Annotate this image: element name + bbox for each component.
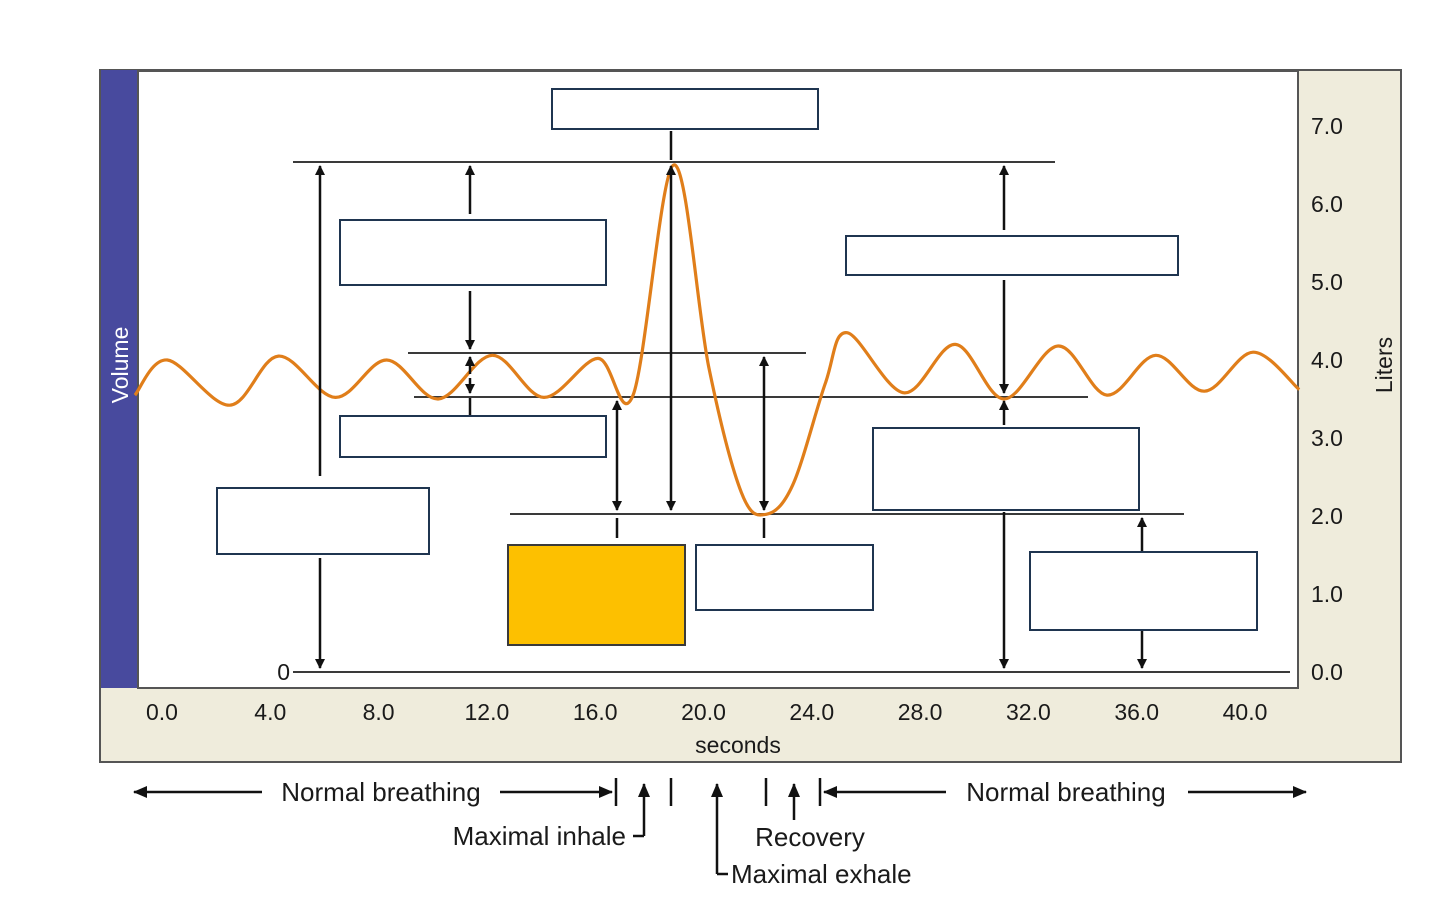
answer-box-upper-left[interactable] xyxy=(339,219,607,286)
y-tick-7.0: 7.0 xyxy=(1311,113,1343,139)
x-tick-0.0: 0.0 xyxy=(146,699,178,725)
x-tick-labels: 0.0 4.0 8.0 12.0 16.0 20.0 24.0 28.0 32.0 36.0 40.… xyxy=(146,699,1267,725)
x-tick-16.0: 16.0 xyxy=(573,699,618,725)
y-tick-4.0: 4.0 xyxy=(1311,347,1343,373)
zero-label: 0 xyxy=(277,659,290,685)
x-tick-40.0: 40.0 xyxy=(1223,699,1268,725)
answer-box-top[interactable] xyxy=(551,88,819,130)
volume-bar xyxy=(101,70,138,688)
y-tick-labels: 0.0 1.0 2.0 3.0 4.0 5.0 6.0 7.0 xyxy=(1311,113,1343,685)
y-axis-left-title: Volume xyxy=(107,327,133,404)
x-tick-20.0: 20.0 xyxy=(681,699,726,725)
x-tick-24.0: 24.0 xyxy=(789,699,834,725)
breathing-curve xyxy=(133,163,1301,517)
answer-box-lower-left[interactable] xyxy=(216,487,430,555)
phase-label-recovery: Recovery xyxy=(755,822,865,852)
answer-box-center-highlighted[interactable] xyxy=(507,544,686,646)
answer-box-upper-right[interactable] xyxy=(845,235,1179,276)
x-tick-36.0: 36.0 xyxy=(1114,699,1159,725)
y-tick-6.0: 6.0 xyxy=(1311,191,1343,217)
y-axis-right-title: Liters xyxy=(1371,337,1397,393)
phase-label-maximal-exhale: Maximal exhale xyxy=(731,859,912,889)
phase-label-maximal-inhale: Maximal inhale xyxy=(453,821,626,851)
x-tick-8.0: 8.0 xyxy=(363,699,395,725)
y-tick-3.0: 3.0 xyxy=(1311,425,1343,451)
answer-box-middle-right[interactable] xyxy=(872,427,1140,511)
answer-box-middle-left[interactable] xyxy=(339,415,607,458)
y-tick-5.0: 5.0 xyxy=(1311,269,1343,295)
x-tick-4.0: 4.0 xyxy=(254,699,286,725)
y-tick-2.0: 2.0 xyxy=(1311,503,1343,529)
y-tick-1.0: 1.0 xyxy=(1311,581,1343,607)
phase-label-normal-breathing-left: Normal breathing xyxy=(281,777,480,807)
x-tick-12.0: 12.0 xyxy=(465,699,510,725)
answer-box-lower-right[interactable] xyxy=(1029,551,1258,631)
answer-box-center-right[interactable] xyxy=(695,544,874,611)
y-tick-0.0: 0.0 xyxy=(1311,659,1343,685)
x-tick-28.0: 28.0 xyxy=(898,699,943,725)
x-tick-32.0: 32.0 xyxy=(1006,699,1051,725)
x-axis-title: seconds xyxy=(695,732,781,758)
phase-label-normal-breathing-right: Normal breathing xyxy=(966,777,1165,807)
